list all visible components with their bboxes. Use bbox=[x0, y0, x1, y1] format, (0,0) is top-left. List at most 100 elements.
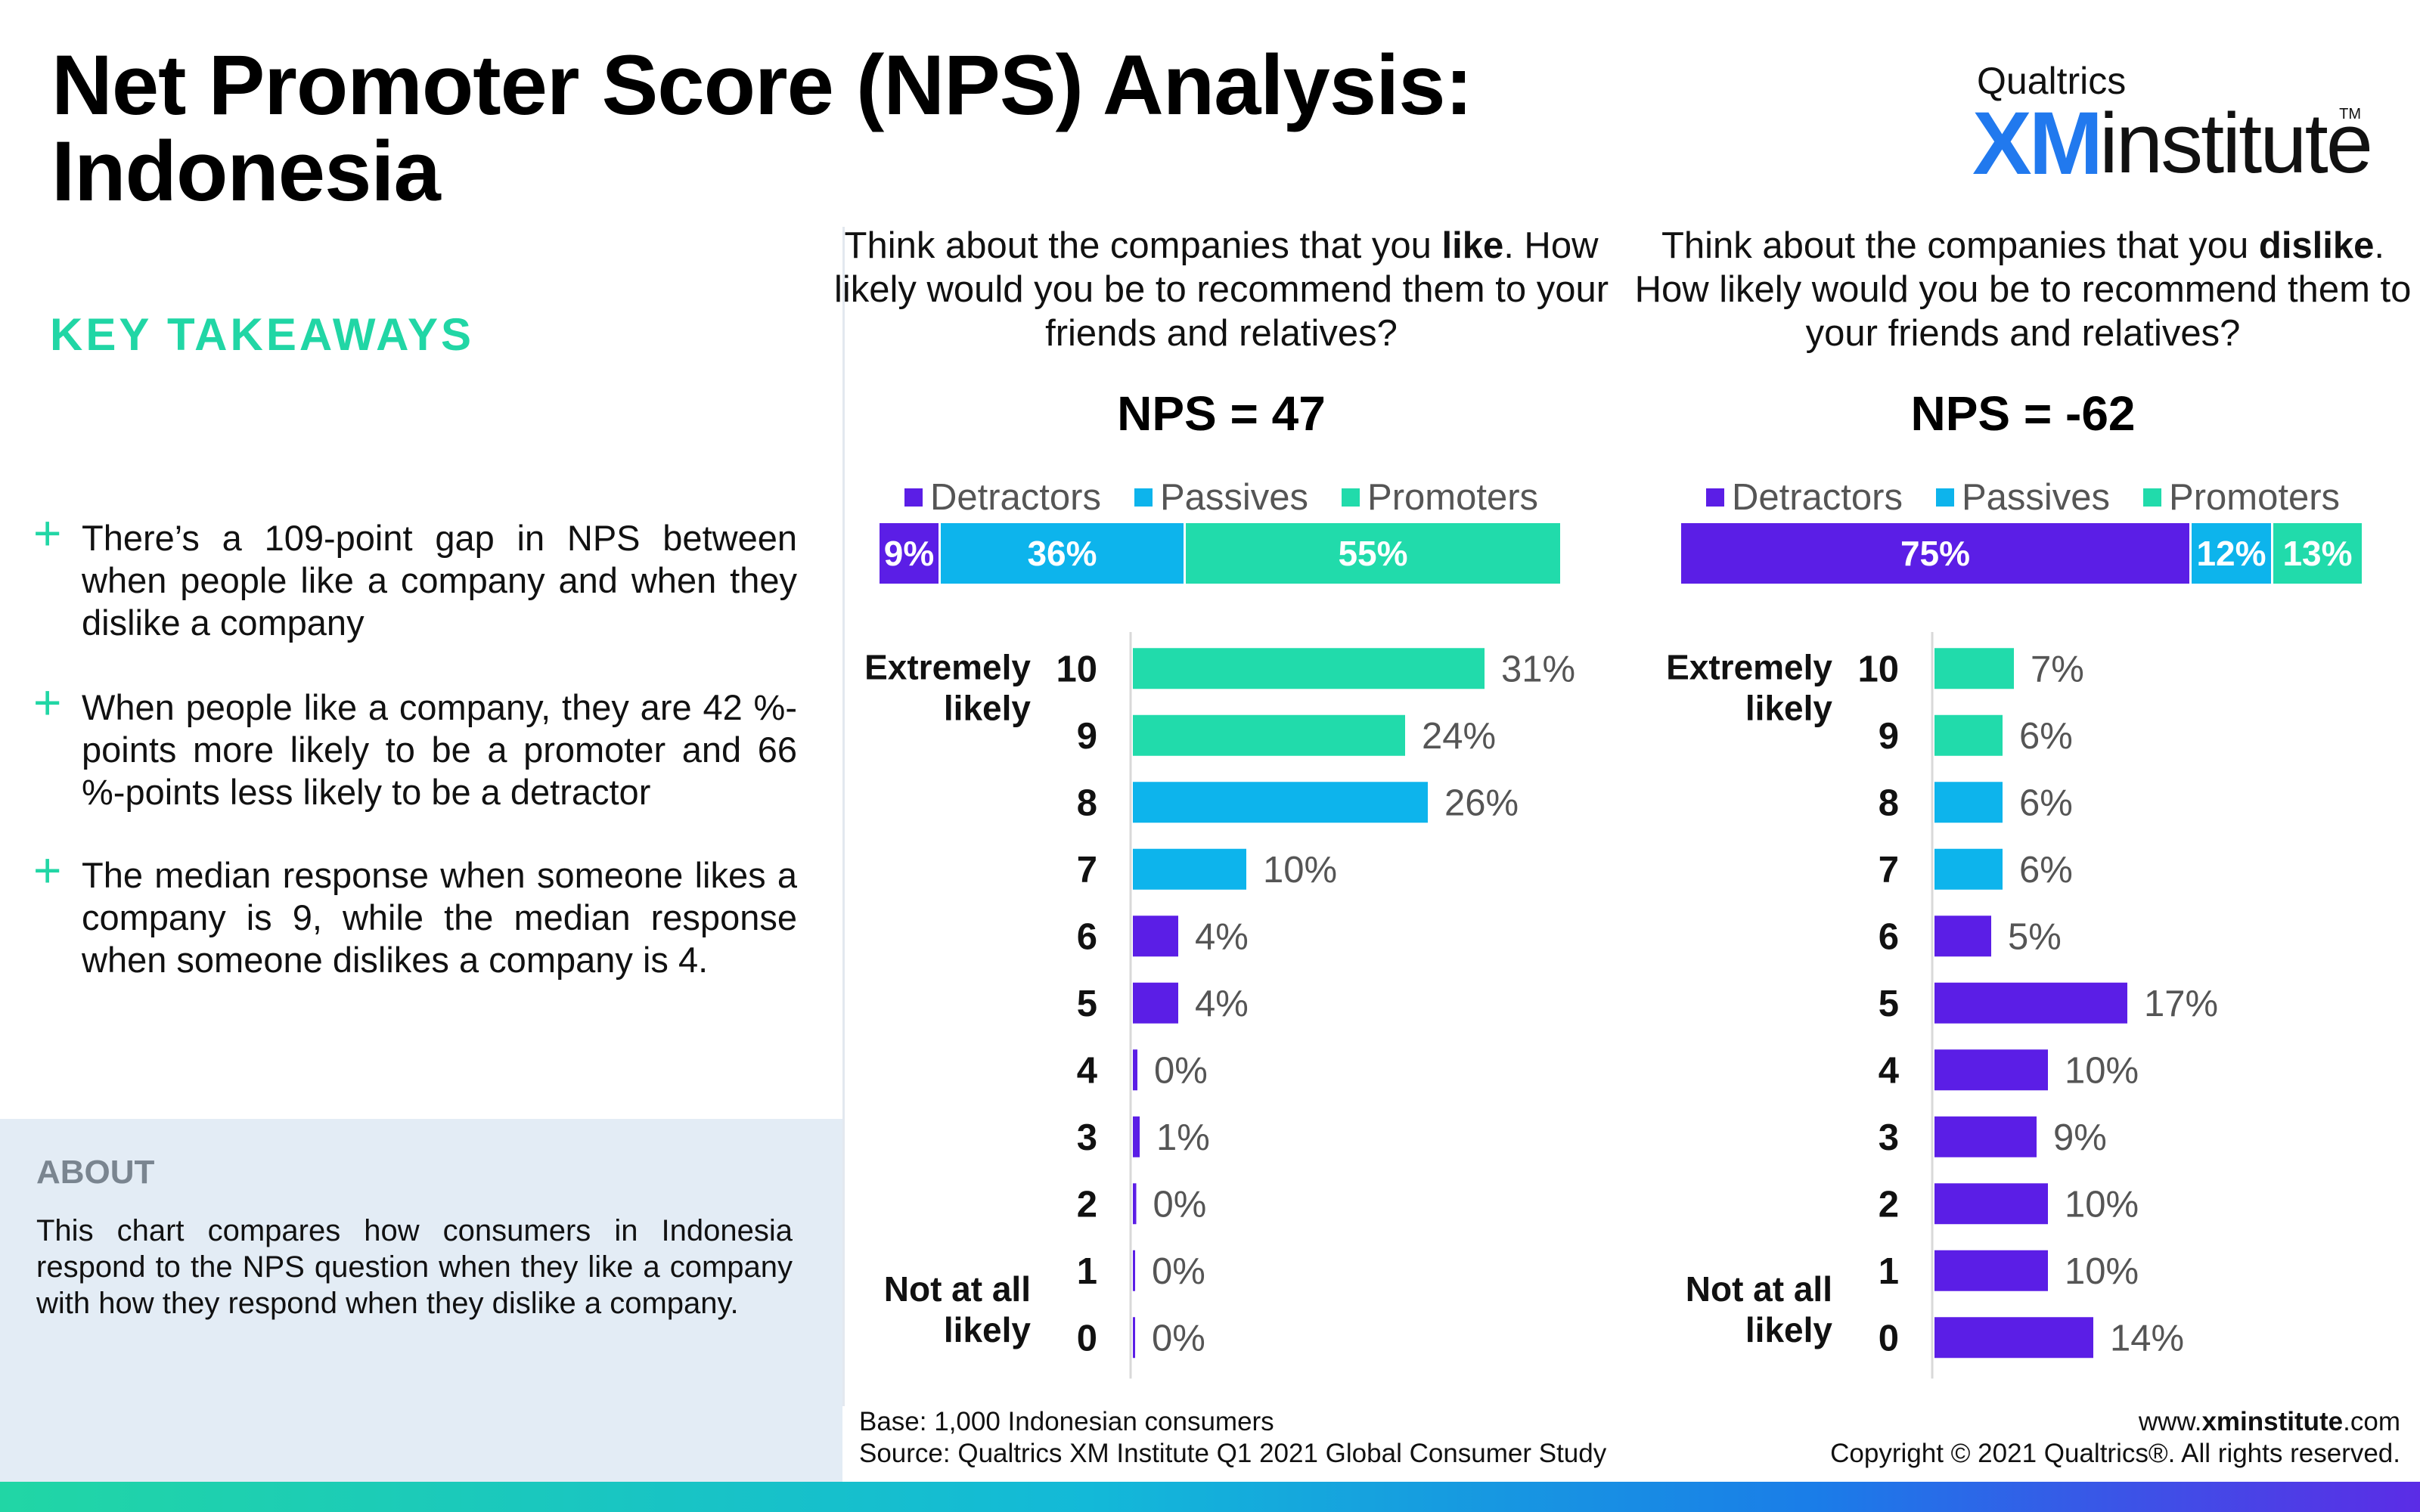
bar-score-9 bbox=[1934, 714, 2003, 756]
bar-score-1 bbox=[1133, 1250, 1135, 1291]
bar-score-3 bbox=[1934, 1116, 2037, 1157]
score-tick-label: 2 bbox=[1879, 1184, 1899, 1225]
copyright-text: Copyright © 2021 Qualtrics®. All rights … bbox=[1830, 1439, 2400, 1468]
anchor-label-top: Extremely bbox=[1666, 647, 1832, 686]
stack-segment-detractors: 9% bbox=[880, 523, 941, 584]
column-divider bbox=[842, 227, 845, 1406]
survey-question: Think about the companies that you like.… bbox=[833, 225, 1609, 354]
logo-institute: institute bbox=[2099, 96, 2373, 191]
stack-segment-promoters: 55% bbox=[1186, 523, 1560, 584]
anchor-label-bottom: likely bbox=[1745, 1310, 1833, 1349]
bar-score-4 bbox=[1934, 1049, 2048, 1091]
takeaway-item: + When people like a company, they are 4… bbox=[33, 675, 797, 813]
value-label: 4% bbox=[1195, 916, 1249, 957]
score-tick-label: 1 bbox=[1879, 1251, 1899, 1292]
legend-swatch bbox=[1342, 488, 1360, 507]
score-tick-label: 0 bbox=[1077, 1318, 1097, 1359]
score-tick-label: 8 bbox=[1879, 782, 1899, 823]
qualtrics-xm-institute-logo: Qualtrics XM institute TM bbox=[1972, 59, 2373, 194]
nps-score: NPS = -62 bbox=[1910, 386, 2136, 441]
bar-score-6 bbox=[1934, 916, 1991, 957]
logo-xm: XM bbox=[1972, 94, 2103, 194]
takeaway-text: There’s a 109-point gap in NPS between w… bbox=[82, 518, 797, 643]
value-label: 26% bbox=[1444, 782, 1519, 823]
anchor-label-bottom: Not at all bbox=[1686, 1269, 1832, 1309]
takeaway-item: + The median response when someone likes… bbox=[33, 843, 797, 981]
bar-score-5 bbox=[1133, 982, 1178, 1024]
score-tick-label: 3 bbox=[1879, 1117, 1899, 1158]
legend-swatch bbox=[1134, 488, 1153, 507]
takeaway-text: The median response when someone likes a… bbox=[82, 855, 797, 980]
legend-item-detractors: Detractors bbox=[1705, 476, 1903, 519]
value-label: 10% bbox=[1263, 850, 1337, 891]
source-note: Source: Qualtrics XM Institute Q1 2021 G… bbox=[859, 1439, 1607, 1468]
score-tick-label: 7 bbox=[1077, 850, 1097, 891]
bar-score-1 bbox=[1934, 1250, 2048, 1291]
bar-score-10 bbox=[1133, 648, 1485, 689]
score-distribution-chart: 7% 10 6% 9 6% 8 6% 7 5% 6 17% 5 10% 4 9% 3 10% 2 10% 1 14% 0 E… bbox=[1666, 632, 2218, 1379]
brand-gradient-bar bbox=[0, 1482, 2420, 1512]
plus-icon: + bbox=[33, 506, 62, 560]
bar-score-5 bbox=[1934, 982, 2127, 1024]
legend-swatch bbox=[1935, 488, 1954, 507]
bar-score-6 bbox=[1133, 916, 1178, 957]
score-tick-label: 6 bbox=[1879, 916, 1899, 957]
value-label: 6% bbox=[2019, 782, 2073, 823]
score-tick-label: 7 bbox=[1879, 850, 1899, 891]
value-label: 0% bbox=[1154, 1050, 1208, 1091]
value-label: 6% bbox=[2019, 716, 2073, 757]
score-tick-label: 10 bbox=[1056, 649, 1097, 689]
anchor-label-top: Extremely bbox=[864, 647, 1031, 686]
score-tick-label: 8 bbox=[1077, 782, 1097, 823]
value-label: 0% bbox=[1153, 1184, 1207, 1225]
legend-swatch bbox=[1705, 488, 1724, 507]
value-label: 17% bbox=[2144, 984, 2218, 1024]
nps-panel-dislike: Think about the companies that you disli… bbox=[1630, 224, 2416, 1396]
bar-score-9 bbox=[1133, 714, 1405, 756]
bar-score-0 bbox=[1133, 1317, 1135, 1359]
anchor-label-top: likely bbox=[944, 688, 1032, 727]
anchor-label-bottom: likely bbox=[944, 1310, 1032, 1349]
bar-score-7 bbox=[1934, 848, 2003, 890]
logo-trademark: TM bbox=[2339, 106, 2361, 122]
website-link[interactable]: www.xminstitute.com bbox=[2138, 1407, 2400, 1436]
about-heading: ABOUT bbox=[36, 1154, 155, 1191]
about-box: ABOUT This chart compares how consumers … bbox=[0, 1119, 842, 1482]
score-tick-label: 5 bbox=[1879, 984, 1899, 1024]
anchor-label-top: likely bbox=[1745, 688, 1833, 727]
nps-stacked-bar: 75% 12% 13% bbox=[1681, 523, 2362, 584]
legend-item-passives: Passives bbox=[1134, 476, 1308, 519]
value-label: 24% bbox=[1422, 716, 1496, 757]
takeaway-item: + There’s a 109-point gap in NPS between… bbox=[33, 506, 797, 644]
value-label: 31% bbox=[1501, 649, 1575, 689]
chart-legend: Detractors Passives Promoters bbox=[1630, 476, 2416, 519]
score-tick-label: 10 bbox=[1857, 649, 1899, 689]
value-label: 10% bbox=[2065, 1251, 2139, 1292]
score-tick-label: 2 bbox=[1077, 1184, 1097, 1225]
bar-score-2 bbox=[1133, 1183, 1137, 1225]
nps-panel-like: Think about the companies that you like.… bbox=[828, 224, 1615, 1396]
footer-source: Base: 1,000 Indonesian consumers Source:… bbox=[859, 1406, 1606, 1470]
key-takeaways-heading: KEY TAKEAWAYS bbox=[50, 309, 475, 360]
bar-score-2 bbox=[1934, 1183, 2048, 1225]
value-label: 10% bbox=[2065, 1184, 2139, 1225]
bar-score-8 bbox=[1133, 782, 1428, 823]
legend-item-detractors: Detractors bbox=[904, 476, 1101, 519]
bar-score-0 bbox=[1934, 1317, 2093, 1359]
bar-score-7 bbox=[1133, 848, 1246, 890]
score-tick-label: 3 bbox=[1077, 1117, 1097, 1158]
value-label: 1% bbox=[1156, 1117, 1210, 1158]
takeaway-text: When people like a company, they are 42 … bbox=[82, 687, 797, 812]
stack-segment-detractors: 75% bbox=[1681, 523, 2192, 584]
legend-swatch bbox=[2143, 488, 2162, 507]
stack-segment-passives: 12% bbox=[2192, 523, 2273, 584]
value-label: 5% bbox=[2008, 916, 2062, 957]
value-label: 9% bbox=[2053, 1117, 2107, 1158]
logo-brand: Qualtrics bbox=[1977, 60, 2127, 102]
stack-segment-passives: 36% bbox=[941, 523, 1186, 584]
anchor-label-bottom: Not at all bbox=[884, 1269, 1031, 1309]
plus-icon: + bbox=[33, 675, 62, 730]
legend-swatch bbox=[904, 488, 923, 507]
legend-item-promoters: Promoters bbox=[1342, 476, 1538, 519]
value-label: 10% bbox=[2065, 1050, 2139, 1091]
